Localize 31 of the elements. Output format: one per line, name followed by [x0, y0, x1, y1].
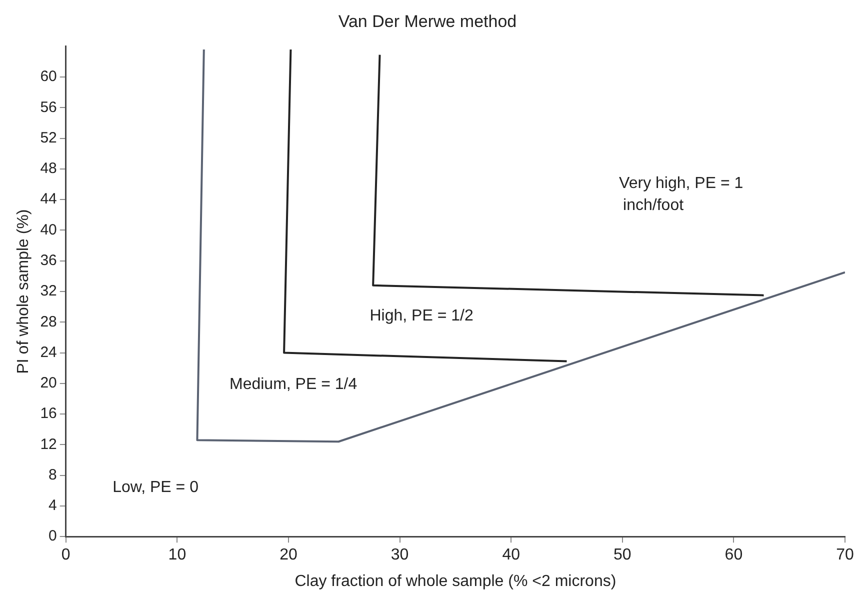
- x-tick-label: 30: [390, 546, 409, 564]
- y-tick-label: 16: [40, 405, 57, 422]
- y-tick-label: 56: [40, 98, 57, 116]
- chart-title: Van Der Merwe method: [338, 12, 517, 31]
- x-tick-label: 20: [280, 546, 298, 564]
- y-tick-label: 20: [40, 374, 57, 392]
- annotation: High, PE = 1/2: [370, 307, 474, 324]
- x-tick-label: 70: [836, 546, 854, 564]
- x-tick-label: 0: [61, 546, 70, 564]
- y-tick-label: 48: [40, 160, 57, 178]
- y-tick-label: 44: [40, 190, 57, 208]
- y-tick-label: 36: [40, 252, 57, 270]
- annotation: Low, PE = 0: [112, 478, 199, 496]
- x-axis-title: Clay fraction of whole sample (% <2 microns): [294, 572, 616, 590]
- x-tick-label: 10: [168, 546, 186, 564]
- y-tick-label: 12: [40, 436, 57, 453]
- x-tick-label: 50: [613, 546, 632, 564]
- annotation: Medium, PE = 1/4: [230, 376, 358, 394]
- y-tick-label: 4: [48, 497, 57, 514]
- y-tick-label: 40: [40, 221, 57, 238]
- y-axis-title: PI of whole sample (%): [15, 209, 32, 374]
- annotation: Very high, PE = 1 inch/foot: [619, 175, 744, 214]
- y-tick-label: 52: [40, 129, 57, 146]
- y-tick-label: 0: [48, 528, 57, 545]
- y-tick-label: 8: [48, 466, 57, 484]
- y-tick-label: 28: [40, 313, 57, 330]
- x-tick-label: 40: [502, 546, 520, 564]
- y-tick-label: 32: [40, 282, 57, 300]
- y-tick-label: 60: [40, 68, 57, 86]
- x-tick-label: 60: [724, 546, 743, 564]
- y-tick-label: 24: [40, 344, 57, 361]
